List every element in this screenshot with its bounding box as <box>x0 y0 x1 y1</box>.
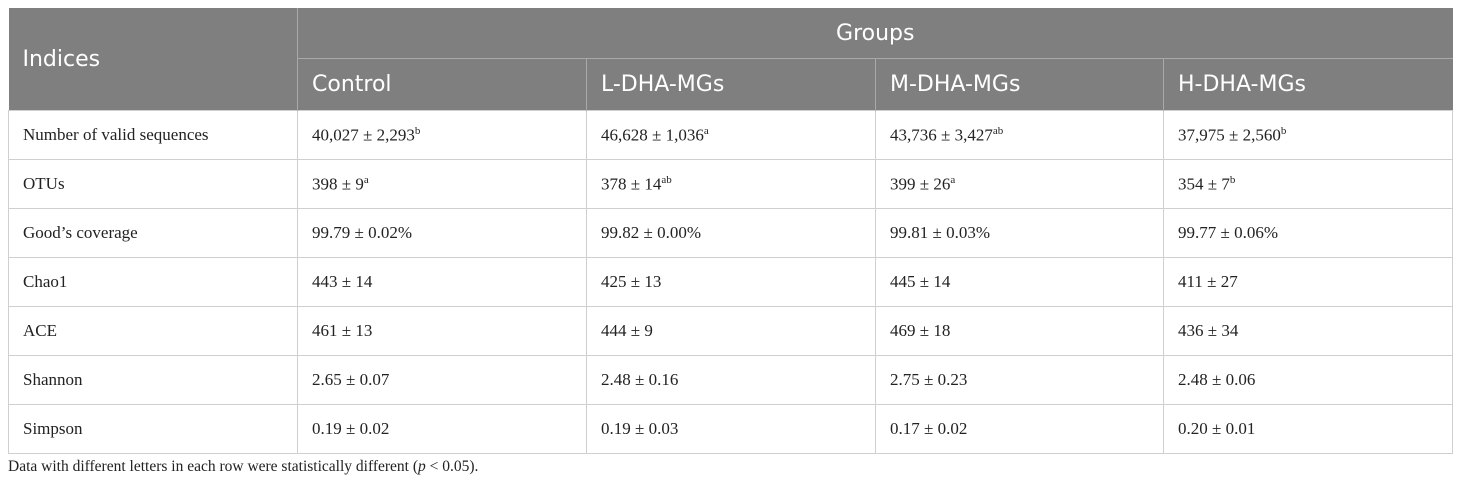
table-cell: 2.48 ± 0.16 <box>586 355 876 405</box>
table-cell: 354 ± 7b <box>1162 159 1454 209</box>
table-cell: 99.77 ± 0.06% <box>1162 208 1454 258</box>
cell-value: 2.48 ± 0.16 <box>601 370 679 389</box>
table-cell: 425 ± 13 <box>586 257 876 307</box>
significance-letter: a <box>950 173 956 186</box>
table-row: Shannon 2.65 ± 0.07 2.48 ± 0.16 2.75 ± 0.23… <box>8 355 1454 405</box>
header-col-m-dha-mgs: M-DHA-MGs <box>875 58 1164 111</box>
cell-value: 37,975 ± 2,560 <box>1178 125 1281 145</box>
cell-value: 445 ± 14 <box>890 272 951 291</box>
table-cell: 436 ± 34 <box>1162 306 1454 356</box>
cell-value: 411 ± 27 <box>1178 272 1238 291</box>
row-label: ACE <box>8 306 298 356</box>
table-row: ACE 461 ± 13 444 ± 9 469 ± 18 436 ± 34 <box>8 306 1454 356</box>
footnote-text-end: < 0.05). <box>425 458 479 475</box>
table-cell: 40,027 ± 2,293b <box>297 110 587 160</box>
table-cell: 0.19 ± 0.02 <box>297 404 587 454</box>
header-row-groups: Indices Groups <box>8 8 1453 111</box>
cell-value: 354 ± 7 <box>1178 174 1230 194</box>
cell-value: 2.48 ± 0.06 <box>1178 370 1256 389</box>
table-cell: 411 ± 27 <box>1162 257 1454 307</box>
cell-value: 425 ± 13 <box>601 272 662 291</box>
table-cell: 46,628 ± 1,036a <box>586 110 876 160</box>
header-indices: Indices <box>8 8 298 111</box>
header-col-h-dha-mgs: H-DHA-MGs <box>1162 58 1453 111</box>
significance-letter: a <box>703 124 709 137</box>
cell-value: 2.65 ± 0.07 <box>312 370 390 389</box>
header-col-control: Control <box>297 58 587 111</box>
table-cell: 445 ± 14 <box>875 257 1164 307</box>
table-footnote: Data with different letters in each row … <box>8 458 478 476</box>
significance-letter: b <box>1280 124 1287 137</box>
table-cell: 37,975 ± 2,560b <box>1162 110 1454 160</box>
table-cell: 443 ± 14 <box>297 257 587 307</box>
row-label: Chao1 <box>8 257 298 307</box>
significance-letter: b <box>414 124 421 137</box>
cell-value: 2.75 ± 0.23 <box>890 370 968 389</box>
row-label: Number of valid sequences <box>8 110 298 160</box>
table-cell: 444 ± 9 <box>586 306 876 356</box>
cell-value: 99.81 ± 0.03% <box>890 223 990 242</box>
table-cell: 99.79 ± 0.02% <box>297 208 587 258</box>
table-cell: 43,736 ± 3,427ab <box>875 110 1164 160</box>
table-body: Number of valid sequences 40,027 ± 2,293b… <box>8 110 1454 454</box>
table-row: Good’s coverage 99.79 ± 0.02% 99.82 ± 0.00… <box>8 208 1454 258</box>
row-label: Simpson <box>8 404 298 454</box>
significance-letter: a <box>363 173 369 186</box>
footnote-text: Data with different letters in each row … <box>8 458 419 475</box>
cell-value: 378 ± 14 <box>601 174 662 194</box>
table-row: OTUs 398 ± 9a 378 ± 14ab 399 ± 26a 354 ± 7b <box>8 159 1454 209</box>
cell-value: 99.82 ± 0.00% <box>601 223 701 242</box>
significance-letter: ab <box>992 124 1004 137</box>
row-label: Shannon <box>8 355 298 405</box>
cell-value: 0.20 ± 0.01 <box>1178 419 1256 438</box>
table-cell: 399 ± 26a <box>875 159 1164 209</box>
table-cell: 398 ± 9a <box>297 159 587 209</box>
cell-value: 99.77 ± 0.06% <box>1178 223 1278 242</box>
data-table-container: Indices Groups Control L-DHA-MGs M-DHA-M… <box>8 8 1454 454</box>
header-col-l-dha-mgs: L-DHA-MGs <box>586 58 876 111</box>
cell-value: 461 ± 13 <box>312 321 373 340</box>
significance-letter: b <box>1229 173 1236 186</box>
cell-value: 0.19 ± 0.03 <box>601 419 679 438</box>
cell-value: 0.19 ± 0.02 <box>312 419 390 438</box>
table-cell: 0.20 ± 0.01 <box>1162 404 1454 454</box>
cell-value: 436 ± 34 <box>1178 321 1239 340</box>
footnote-p: p <box>418 458 426 475</box>
cell-value: 0.17 ± 0.02 <box>890 419 968 438</box>
row-label: OTUs <box>8 159 298 209</box>
cell-value: 43,736 ± 3,427 <box>890 125 993 145</box>
cell-value: 444 ± 9 <box>601 321 653 340</box>
cell-value: 99.79 ± 0.02% <box>312 223 412 242</box>
table-cell: 2.65 ± 0.07 <box>297 355 587 405</box>
table-cell: 99.81 ± 0.03% <box>875 208 1164 258</box>
significance-letter: ab <box>661 173 672 186</box>
table-cell: 99.82 ± 0.00% <box>586 208 876 258</box>
data-table: Indices Groups Control L-DHA-MGs M-DHA-M… <box>8 8 1454 454</box>
table-cell: 378 ± 14ab <box>586 159 876 209</box>
cell-value: 398 ± 9 <box>312 174 364 194</box>
header-groups: Groups <box>296 8 1453 59</box>
cell-value: 399 ± 26 <box>890 174 951 194</box>
table-row: Simpson 0.19 ± 0.02 0.19 ± 0.03 0.17 ± 0.02… <box>8 404 1454 454</box>
cell-value: 469 ± 18 <box>890 321 951 340</box>
table-cell: 0.19 ± 0.03 <box>586 404 876 454</box>
table-cell: 461 ± 13 <box>297 306 587 356</box>
cell-value: 46,628 ± 1,036 <box>601 125 704 145</box>
table-row: Number of valid sequences 40,027 ± 2,293b… <box>8 110 1454 160</box>
header-row-columns: Control L-DHA-MGs M-DHA-MGs H-DHA-MGs <box>9 58 1453 111</box>
table-cell: 469 ± 18 <box>875 306 1164 356</box>
table-cell: 2.75 ± 0.23 <box>875 355 1164 405</box>
table-row: Chao1 443 ± 14 425 ± 13 445 ± 14 411 ± 27 <box>8 257 1454 307</box>
cell-value: 40,027 ± 2,293 <box>312 125 415 145</box>
table-cell: 0.17 ± 0.02 <box>875 404 1164 454</box>
cell-value: 443 ± 14 <box>312 272 373 291</box>
table-cell: 2.48 ± 0.06 <box>1162 355 1454 405</box>
row-label: Good’s coverage <box>8 208 298 258</box>
